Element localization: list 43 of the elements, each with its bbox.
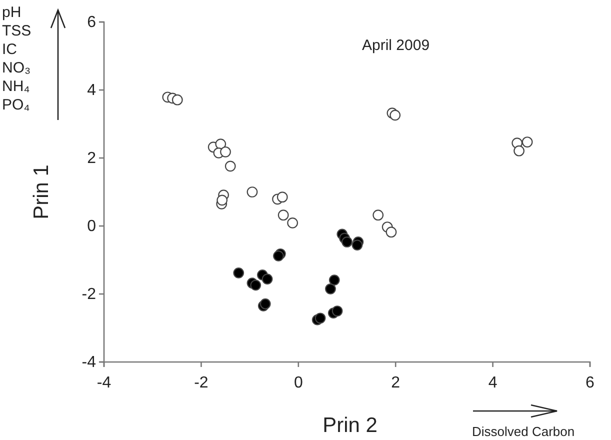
point bbox=[224, 160, 236, 172]
x-tick-label: 0 bbox=[294, 374, 303, 392]
text: NO₃ bbox=[2, 60, 31, 76]
point bbox=[287, 218, 298, 228]
point bbox=[328, 274, 340, 286]
point bbox=[372, 210, 384, 221]
text: NH₄ bbox=[2, 78, 30, 95]
text: PO₄ bbox=[2, 96, 30, 114]
point bbox=[314, 312, 326, 324]
point bbox=[352, 240, 363, 250]
point bbox=[216, 194, 228, 206]
point bbox=[246, 186, 258, 198]
y-axis-title: Prin 1 bbox=[30, 164, 53, 220]
text: TSS bbox=[2, 22, 32, 40]
point bbox=[332, 306, 343, 316]
point bbox=[262, 274, 273, 284]
point bbox=[250, 280, 262, 291]
y-tick-label: 4 bbox=[87, 82, 96, 100]
point bbox=[390, 110, 401, 121]
text: April 2009 bbox=[362, 37, 430, 54]
y-tick-label: 2 bbox=[87, 150, 96, 168]
y-tick-label: -4 bbox=[82, 354, 96, 372]
x-tick-label: 2 bbox=[391, 374, 400, 392]
point bbox=[278, 210, 289, 221]
point bbox=[514, 145, 524, 156]
x-tick-label: -2 bbox=[194, 374, 208, 392]
point bbox=[325, 283, 336, 294]
text: pH bbox=[2, 4, 22, 21]
point bbox=[522, 136, 533, 148]
x-tick-label: 6 bbox=[586, 374, 595, 392]
y-tick-label: 0 bbox=[87, 218, 96, 236]
point bbox=[233, 267, 244, 278]
point bbox=[342, 236, 352, 248]
y-tick-label: 6 bbox=[87, 14, 96, 32]
x-tick-label: 4 bbox=[488, 374, 498, 392]
point bbox=[172, 94, 183, 106]
text: IC bbox=[2, 41, 18, 58]
x-axis-title: Prin 2 bbox=[322, 414, 378, 437]
text: Dissolved Carbon bbox=[472, 424, 575, 439]
point bbox=[220, 146, 231, 158]
point bbox=[276, 192, 288, 203]
y-tick-label: -2 bbox=[82, 286, 96, 304]
point bbox=[386, 226, 397, 238]
